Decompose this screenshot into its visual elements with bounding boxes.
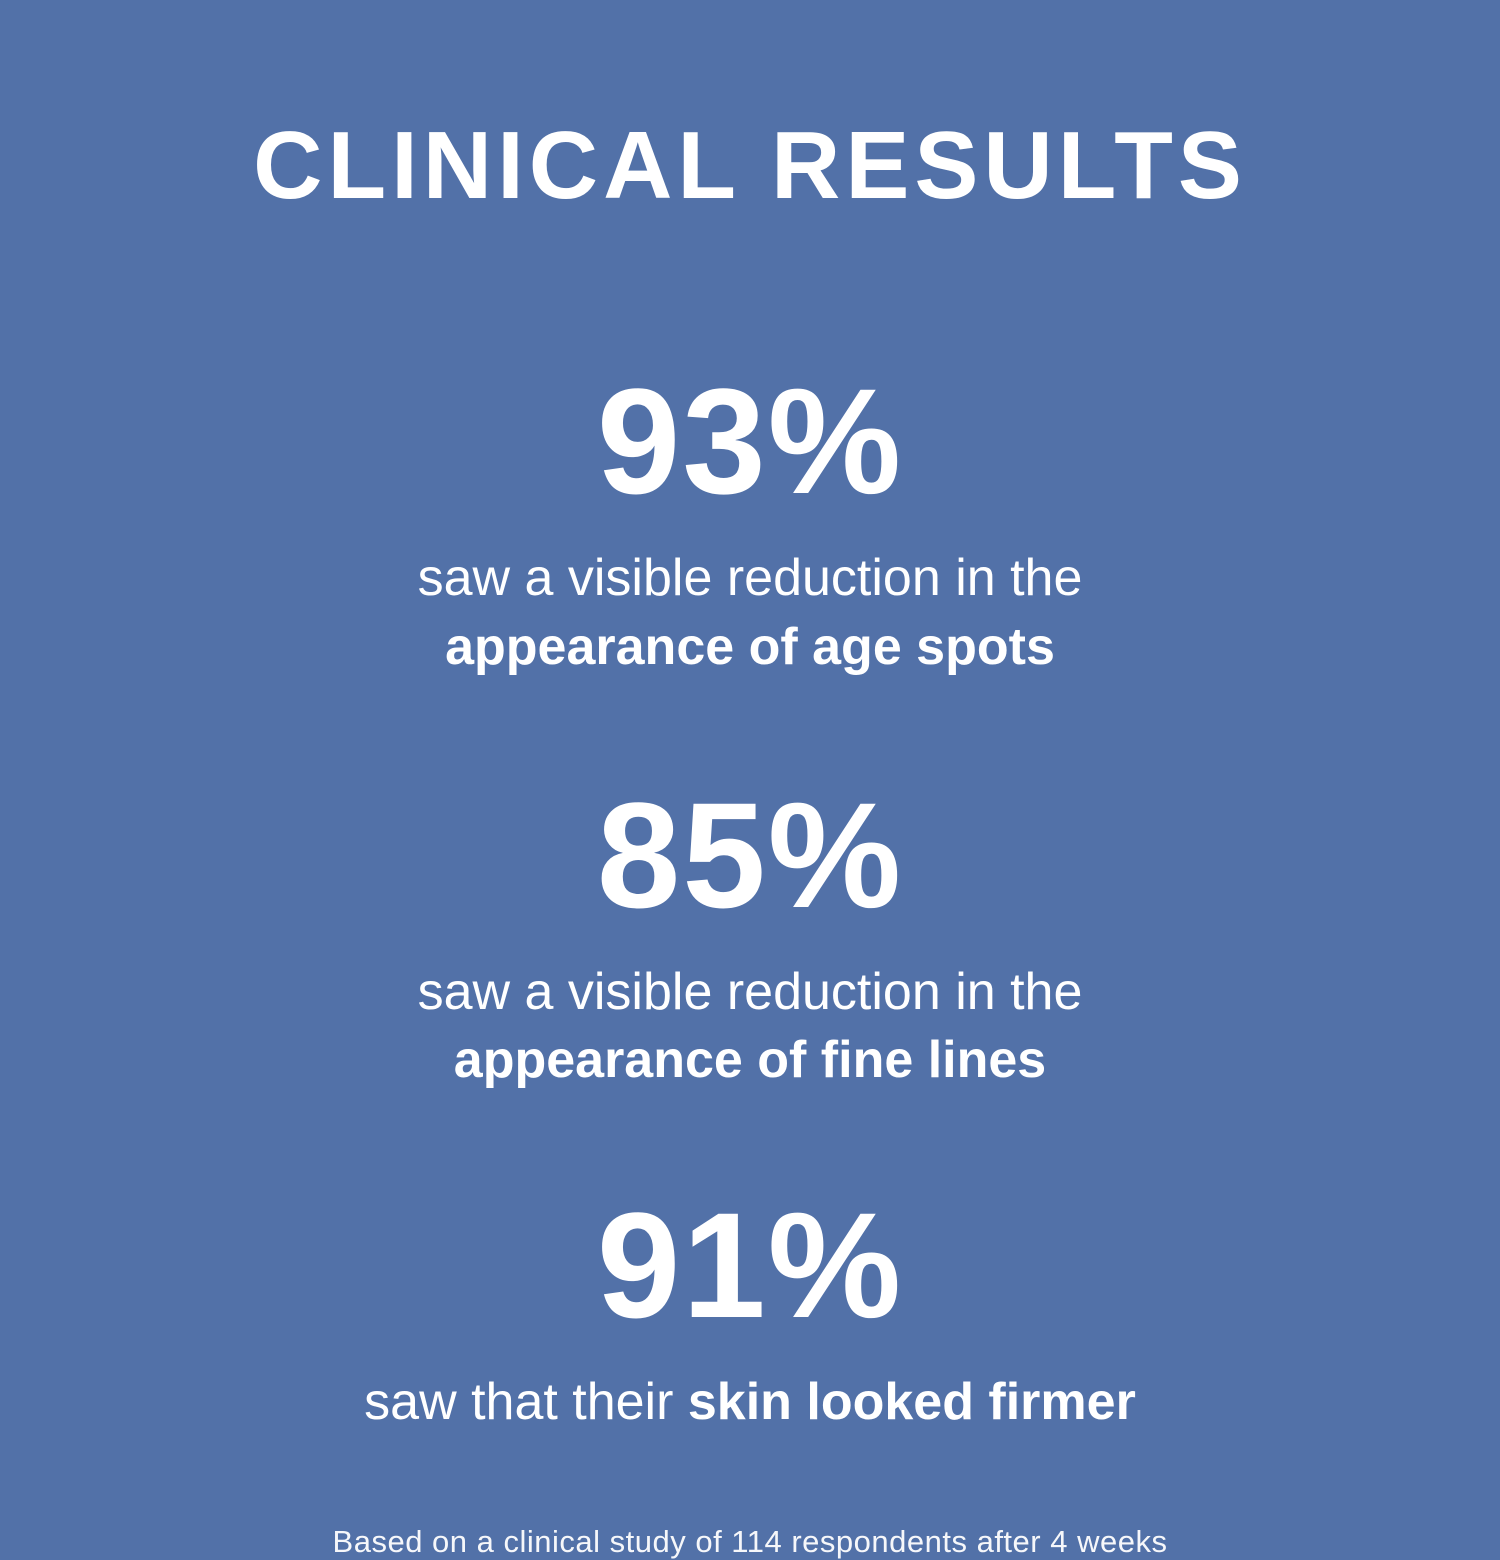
stat-description-bold: skin looked firmer	[687, 1372, 1136, 1431]
stat-description-regular: saw that their	[364, 1372, 674, 1431]
stat-description-bold: appearance of age spots	[445, 617, 1055, 676]
stat-description-regular: saw a visible reduction in the	[417, 549, 1083, 608]
footnote: Based on a clinical study of 114 respond…	[332, 1524, 1168, 1560]
stat-block-fine-lines: 85% saw a visible reduction in the appea…	[418, 682, 1083, 1095]
stat-block-age-spots: 93% saw a visible reduction in the appea…	[418, 278, 1083, 681]
stat-block-firmer-skin: 91% saw that their skin looked firmer	[364, 1095, 1136, 1437]
stat-description: saw that their skin looked firmer	[364, 1368, 1136, 1437]
page-title: CLINICAL RESULTS	[253, 112, 1247, 219]
stat-value: 93%	[596, 357, 904, 526]
stat-description: saw a visible reduction in the appearanc…	[418, 958, 1083, 1095]
clinical-results-infographic: CLINICAL RESULTS 93% saw a visible reduc…	[253, 112, 1247, 1560]
stat-value: 85%	[596, 770, 904, 939]
stat-description-regular: saw a visible reduction in the	[417, 962, 1083, 1021]
stat-description-bold: appearance of fine lines	[453, 1031, 1047, 1090]
stat-value: 91%	[596, 1180, 904, 1349]
stat-description: saw a visible reduction in the appearanc…	[418, 544, 1083, 681]
